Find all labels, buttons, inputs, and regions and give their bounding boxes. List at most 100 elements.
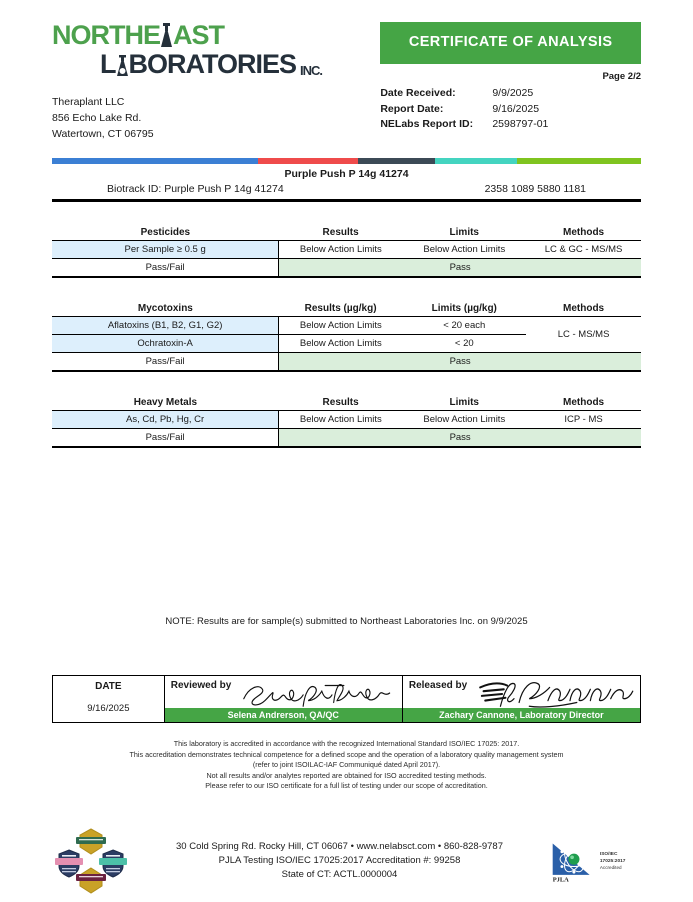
award-seals-icon [52,828,130,894]
released-by-label: Released by [408,680,468,691]
meta-value-report-date: 9/16/2025 [492,102,540,115]
col-results: Results (µg/kg) [278,300,403,317]
color-segment-blue [52,158,259,164]
meta-value-date-received: 9/9/2025 [492,87,534,99]
report-meta-block: CERTIFICATE OF ANALYSIS Page 2/2 Date Re… [380,22,641,133]
col-methods: Methods [526,224,641,241]
accreditation-line-3: (refer to joint ISOILAC-IAF Communiqué d… [252,760,441,769]
accreditation-statement: This laboratory is accredited in accorda… [52,739,641,792]
page-number: Page 2/2 [602,71,641,82]
results-note: NOTE: Results are for sample(s) submitte… [165,616,528,627]
footer-line-3: State of CT: ACTL.0000004 [281,869,398,880]
mycotoxins-title: Mycotoxins [52,300,279,317]
logo-text-inc: INC. [300,63,323,78]
pjla-accreditation-text: ISO/IEC 17025:2017 Accredited [600,851,641,871]
biotrack-value: Purple Push P 14g 41274 [164,183,284,195]
flask-icon-1 [160,23,173,49]
cell-limits: < 20 [402,334,527,353]
passfail-value: Pass [278,258,641,278]
passfail-row: Pass/Fail Pass [52,352,641,372]
color-segment-slate [358,158,435,164]
passfail-value: Pass [278,352,641,372]
reviewer-name: Selena Andrerson, QA/QC [164,708,402,722]
logo-line-laboratories: L BORATORIES INC. [100,51,380,78]
biotrack-label: Biotrack ID: [107,183,162,195]
pjla-logo: PJLA ISO/IEC 17025:2017 Accredited [549,838,641,884]
col-limits: Limits (µg/kg) [402,300,527,317]
logo-text-l: L [100,49,116,79]
client-name: Theraplant LLC [52,96,125,108]
analyte-name: Ochratoxin-A [52,334,280,353]
pesticides-title: Pesticides [52,224,279,241]
cell-results: Below Action Limits [278,316,403,335]
table-row: As, Cd, Pb, Hg, Cr Below Action Limits B… [52,410,641,429]
meta-row-report-id: NELabs Report ID: 2598797-01 [380,117,641,133]
released-by-cell: Released by [401,675,642,723]
pjla-standard: ISO/IEC 17025:2017 [599,852,626,864]
table-header-row: Pesticides Results Limits Methods [52,224,641,241]
cell-methods: LC - MS/MS [526,316,641,353]
cell-methods: ICP - MS [526,410,641,429]
cell-limits: Below Action Limits [402,410,527,429]
signature-date-cell: DATE 9/16/2025 [52,675,165,723]
meta-row-date-received: Date Received: 9/9/2025 [380,86,641,102]
barcode-id: 2358 1089 5880 1181 [484,183,586,195]
color-segment-teal [434,158,518,164]
passfail-row: Pass/Fail Pass [52,428,641,448]
accreditation-line-2: This accreditation demonstrates technica… [129,749,564,759]
pesticides-table: Pesticides Results Limits Methods Per Sa… [52,224,641,278]
footer-line-2: PJLA Testing ISO/IEC 17025:2017 Accredit… [218,855,461,866]
certificate-title-banner: CERTIFICATE OF ANALYSIS [380,22,641,64]
client-citystate: Watertown, CT 06795 [52,128,154,140]
sample-name: Purple Push P 14g 41274 [284,168,409,180]
color-segment-green [517,158,641,164]
passfail-label: Pass/Fail [52,352,280,372]
analyte-name: As, Cd, Pb, Hg, Cr [52,410,280,429]
biotrack-id: Biotrack ID: Purple Push P 14g 41274 [107,183,284,195]
col-methods: Methods [526,394,641,411]
releaser-name: Zachary Cannone, Laboratory Director [402,708,640,722]
cell-limits: < 20 each [402,316,527,335]
section-mycotoxins: Mycotoxins Results (µg/kg) Limits (µg/kg… [52,300,641,372]
analyte-name: Per Sample ≥ 0.5 g [52,240,280,259]
accreditation-line-1: This laboratory is accredited in accorda… [173,739,520,748]
logo-text-ast: AST [173,20,225,50]
col-results: Results [278,394,403,411]
pjla-mark-icon: PJLA [552,843,590,883]
meta-label-date-received: Date Received: [380,87,456,99]
svg-text:PJLA: PJLA [553,876,569,883]
footer-contact: 30 Cold Spring Rd. Rocky Hill, CT 06067 … [130,840,549,882]
company-logo: NORTHE AST L BORATORIES INC. Theraplant … [52,22,380,142]
meta-label-report-id: NELabs Report ID: [380,118,474,130]
page-footer: 30 Cold Spring Rd. Rocky Hill, CT 06067 … [52,828,641,894]
logo-line-northeast: NORTHE AST [52,22,380,49]
passfail-label: Pass/Fail [52,258,280,278]
sample-id-row: Biotrack ID: Purple Push P 14g 41274 235… [52,183,641,202]
col-limits: Limits [402,224,527,241]
col-results: Results [278,224,403,241]
date-label: DATE [95,681,122,692]
pjla-accredited: Accredited [599,865,622,870]
page-header: NORTHE AST L BORATORIES INC. Theraplant … [52,0,641,142]
footer-line-1: 30 Cold Spring Rd. Rocky Hill, CT 06067 … [176,841,503,852]
col-limits: Limits [402,394,527,411]
table-header-row: Mycotoxins Results (µg/kg) Limits (µg/kg… [52,300,641,317]
mycotoxins-table: Mycotoxins Results (µg/kg) Limits (µg/kg… [52,300,641,372]
table-header-row: Heavy Metals Results Limits Methods [52,394,641,411]
heavy-metals-table: Heavy Metals Results Limits Methods As, … [52,394,641,448]
meta-value-report-id: 2598797-01 [492,118,549,130]
logo-text-northe: NORTHE [52,20,161,50]
passfail-label: Pass/Fail [52,428,280,448]
date-value: 9/16/2025 [87,703,130,714]
passfail-value: Pass [278,428,641,448]
cell-results: Below Action Limits [278,240,403,259]
section-pesticides: Pesticides Results Limits Methods Per Sa… [52,224,641,278]
section-heavy-metals: Heavy Metals Results Limits Methods As, … [52,394,641,448]
heavy-metals-title: Heavy Metals [52,394,279,411]
color-segment-red [258,158,359,164]
reviewer-signature-image [237,678,398,710]
report-meta-rows: Date Received: 9/9/2025 Report Date: 9/1… [380,86,641,133]
flask-icon-2 [116,52,129,78]
client-address: Theraplant LLC 856 Echo Lake Rd. Waterto… [52,94,380,142]
reviewed-by-label: Reviewed by [170,680,232,691]
